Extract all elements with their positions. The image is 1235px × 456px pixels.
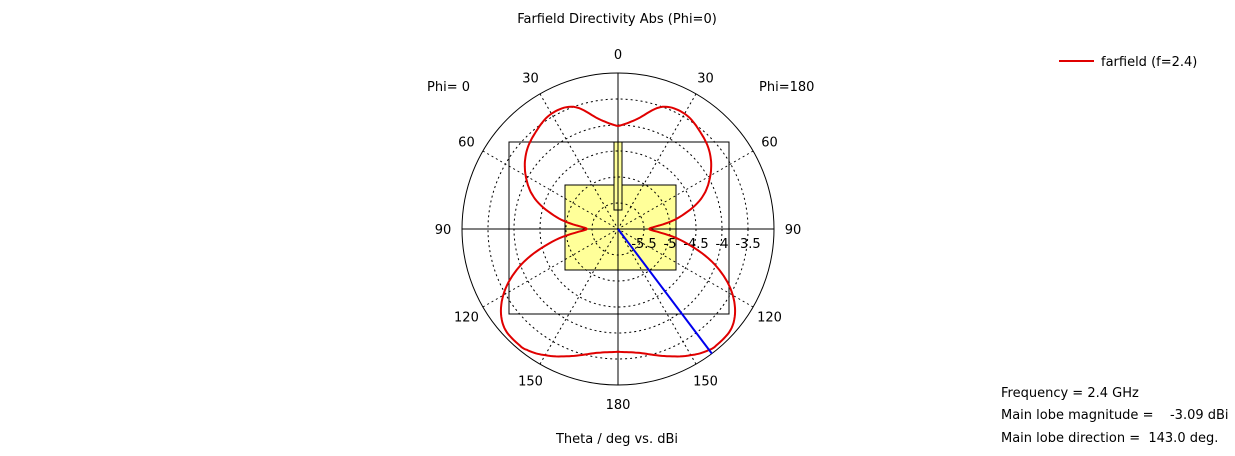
- data-point: [700, 198, 702, 200]
- angle-label: 90: [785, 223, 802, 238]
- angle-label: 150: [693, 375, 718, 390]
- data-point: [679, 239, 682, 241]
- phi-right-label: Phi=180: [759, 80, 814, 95]
- angle-label: 0: [614, 48, 622, 63]
- data-point: [732, 324, 734, 326]
- frequency-info: Frequency = 2.4 GHz: [1001, 386, 1139, 401]
- data-point: [661, 106, 664, 108]
- data-point: [713, 263, 715, 265]
- phi-left-label: Phi= 0: [427, 80, 470, 95]
- angle-label: 120: [757, 311, 782, 326]
- radial-tick-label: -3.5: [735, 237, 760, 252]
- data-point: [715, 345, 717, 347]
- data-point: [636, 118, 639, 120]
- radial-tick-label: -5.5: [631, 237, 656, 252]
- data-point: [709, 175, 711, 177]
- legend: farfield (f=2.4): [1059, 55, 1197, 70]
- data-point: [732, 294, 734, 296]
- radial-tick-label: -5: [664, 237, 677, 252]
- main-lobe-line: [617, 228, 713, 355]
- angle-label: 30: [697, 71, 714, 86]
- chart-title: Farfield Directivity Abs (Phi=0): [517, 12, 717, 27]
- main-lobe-magnitude-info: Main lobe magnitude = -3.09 dBi: [1001, 408, 1229, 423]
- angle-label: 120: [454, 311, 479, 326]
- antenna-model-image: [508, 141, 730, 315]
- data-point: [709, 151, 711, 153]
- angle-label: 180: [606, 398, 631, 413]
- chart-title-text: Farfield Directivity Abs (Phi=0): [517, 12, 717, 27]
- radial-tick-label: -4: [716, 237, 729, 252]
- data-point: [676, 218, 678, 220]
- data-point: [663, 355, 665, 357]
- data-point: [648, 228, 650, 230]
- angle-label: 60: [458, 136, 475, 151]
- data-point: [683, 113, 686, 115]
- data-point: [617, 351, 619, 353]
- data-point: [617, 125, 619, 127]
- x-axis-label: Theta / deg vs. dBi: [555, 432, 678, 447]
- series-layer: [499, 105, 737, 358]
- legend-label: farfield (f=2.4): [1101, 55, 1197, 70]
- radial-tick-label: -4.5: [683, 237, 708, 252]
- angle-label: 60: [761, 136, 778, 151]
- angle-label: 90: [435, 223, 452, 238]
- data-point: [639, 352, 641, 354]
- radial-tick-labels: -5.5 -5 -4.5 -4 -3.5: [631, 237, 760, 252]
- angle-labels: 0 30 60 90 120 150 180 150 120 90 60 30: [435, 48, 802, 413]
- angle-label: 150: [518, 375, 543, 390]
- data-point: [690, 354, 692, 356]
- main-lobe-direction-info: Main lobe direction = 143.0 deg.: [1001, 431, 1219, 446]
- angle-label: 30: [522, 71, 539, 86]
- data-point: [699, 130, 701, 133]
